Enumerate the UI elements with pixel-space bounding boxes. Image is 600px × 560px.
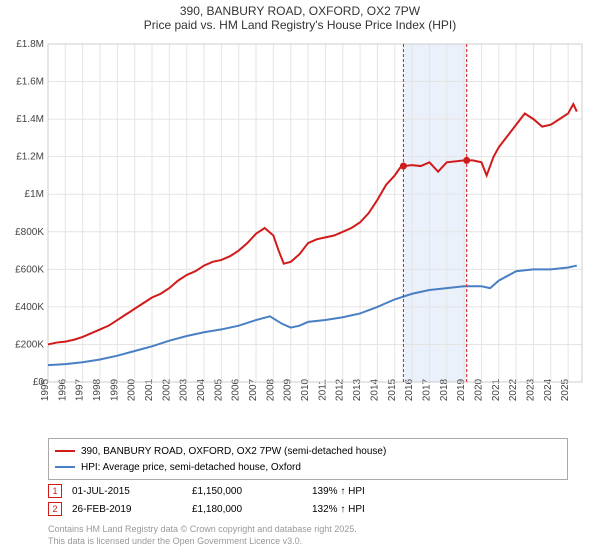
legend-swatch [55,450,75,452]
svg-text:£600K: £600K [15,264,44,275]
footer-line-1: Contains HM Land Registry data © Crown c… [48,524,357,536]
legend: 390, BANBURY ROAD, OXFORD, OX2 7PW (semi… [48,438,568,480]
transaction-price: £1,180,000 [192,504,312,515]
svg-text:£1.8M: £1.8M [16,39,44,50]
legend-row: HPI: Average price, semi-detached house,… [55,459,561,475]
footer-attribution: Contains HM Land Registry data © Crown c… [48,524,357,547]
transaction-marker: 2 [48,502,62,516]
transaction-marker: 1 [48,484,62,498]
title-line-1: 390, BANBURY ROAD, OXFORD, OX2 7PW [0,4,600,18]
svg-text:£800K: £800K [15,227,44,238]
transaction-delta: 139% ↑ HPI [312,486,432,497]
legend-label: HPI: Average price, semi-detached house,… [81,462,301,473]
transaction-row: 1 01-JUL-2015£1,150,000139% ↑ HPI [48,482,568,500]
transaction-date: 26-FEB-2019 [72,504,192,515]
footer-line-2: This data is licensed under the Open Gov… [48,536,357,548]
svg-text:£400K: £400K [15,302,44,313]
legend-swatch [55,466,75,468]
transaction-date: 01-JUL-2015 [72,486,192,497]
svg-text:£200K: £200K [15,339,44,350]
chart-title-block: 390, BANBURY ROAD, OXFORD, OX2 7PW Price… [0,0,600,34]
svg-text:£1.6M: £1.6M [16,77,44,88]
transactions-table: 1 01-JUL-2015£1,150,000139% ↑ HPI 2 26-FEB-… [48,482,568,518]
legend-row: 390, BANBURY ROAD, OXFORD, OX2 7PW (semi… [55,443,561,459]
transaction-delta: 132% ↑ HPI [312,504,432,515]
svg-text:£1.4M: £1.4M [16,114,44,125]
svg-text:£1M: £1M [25,189,44,200]
legend-label: 390, BANBURY ROAD, OXFORD, OX2 7PW (semi… [81,446,386,457]
line-chart-svg: £0£200K£400K£600K£800K£1M£1.2M£1.4M£1.6M… [0,34,600,434]
chart-area: £0£200K£400K£600K£800K£1M£1.2M£1.4M£1.6M… [0,34,600,434]
svg-text:£1.2M: £1.2M [16,152,44,163]
title-line-2: Price paid vs. HM Land Registry's House … [0,18,600,32]
transaction-price: £1,150,000 [192,486,312,497]
transaction-row: 2 26-FEB-2019£1,180,000132% ↑ HPI [48,500,568,518]
